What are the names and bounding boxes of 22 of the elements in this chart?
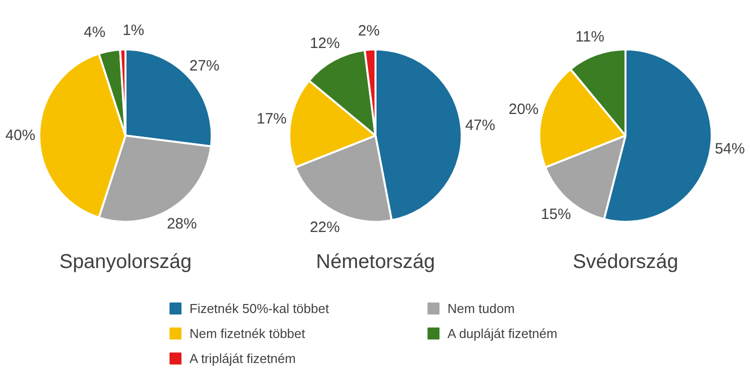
text: Németország <box>316 251 435 274</box>
data-label: 17% <box>256 110 287 128</box>
data-label: 4% <box>84 24 106 41</box>
data-label: 12% <box>310 35 340 52</box>
legend-label: Nem fizetnék többet <box>190 326 306 341</box>
data-label: 2% <box>358 22 380 40</box>
legend-label: Nem tudom <box>448 301 515 316</box>
data-label: 27% <box>189 58 220 75</box>
data-label: 54% <box>714 140 745 158</box>
data-label: 15% <box>540 206 571 223</box>
legend-label: Fizetnék 50%-kal többet <box>190 301 330 316</box>
data-label: 22% <box>310 219 340 236</box>
legend-label: A tripláját fizetném <box>190 351 296 366</box>
data-label: 11% <box>575 28 604 46</box>
legend-label: A dupláját fizetném <box>448 326 558 341</box>
text: Spanyolország <box>59 251 192 274</box>
data-label: 20% <box>508 100 539 118</box>
data-label: 40% <box>5 127 36 144</box>
data-label: 47% <box>465 117 496 134</box>
text: Svédország <box>572 251 678 274</box>
data-label: 1% <box>122 22 144 40</box>
data-label: 28% <box>166 216 197 233</box>
